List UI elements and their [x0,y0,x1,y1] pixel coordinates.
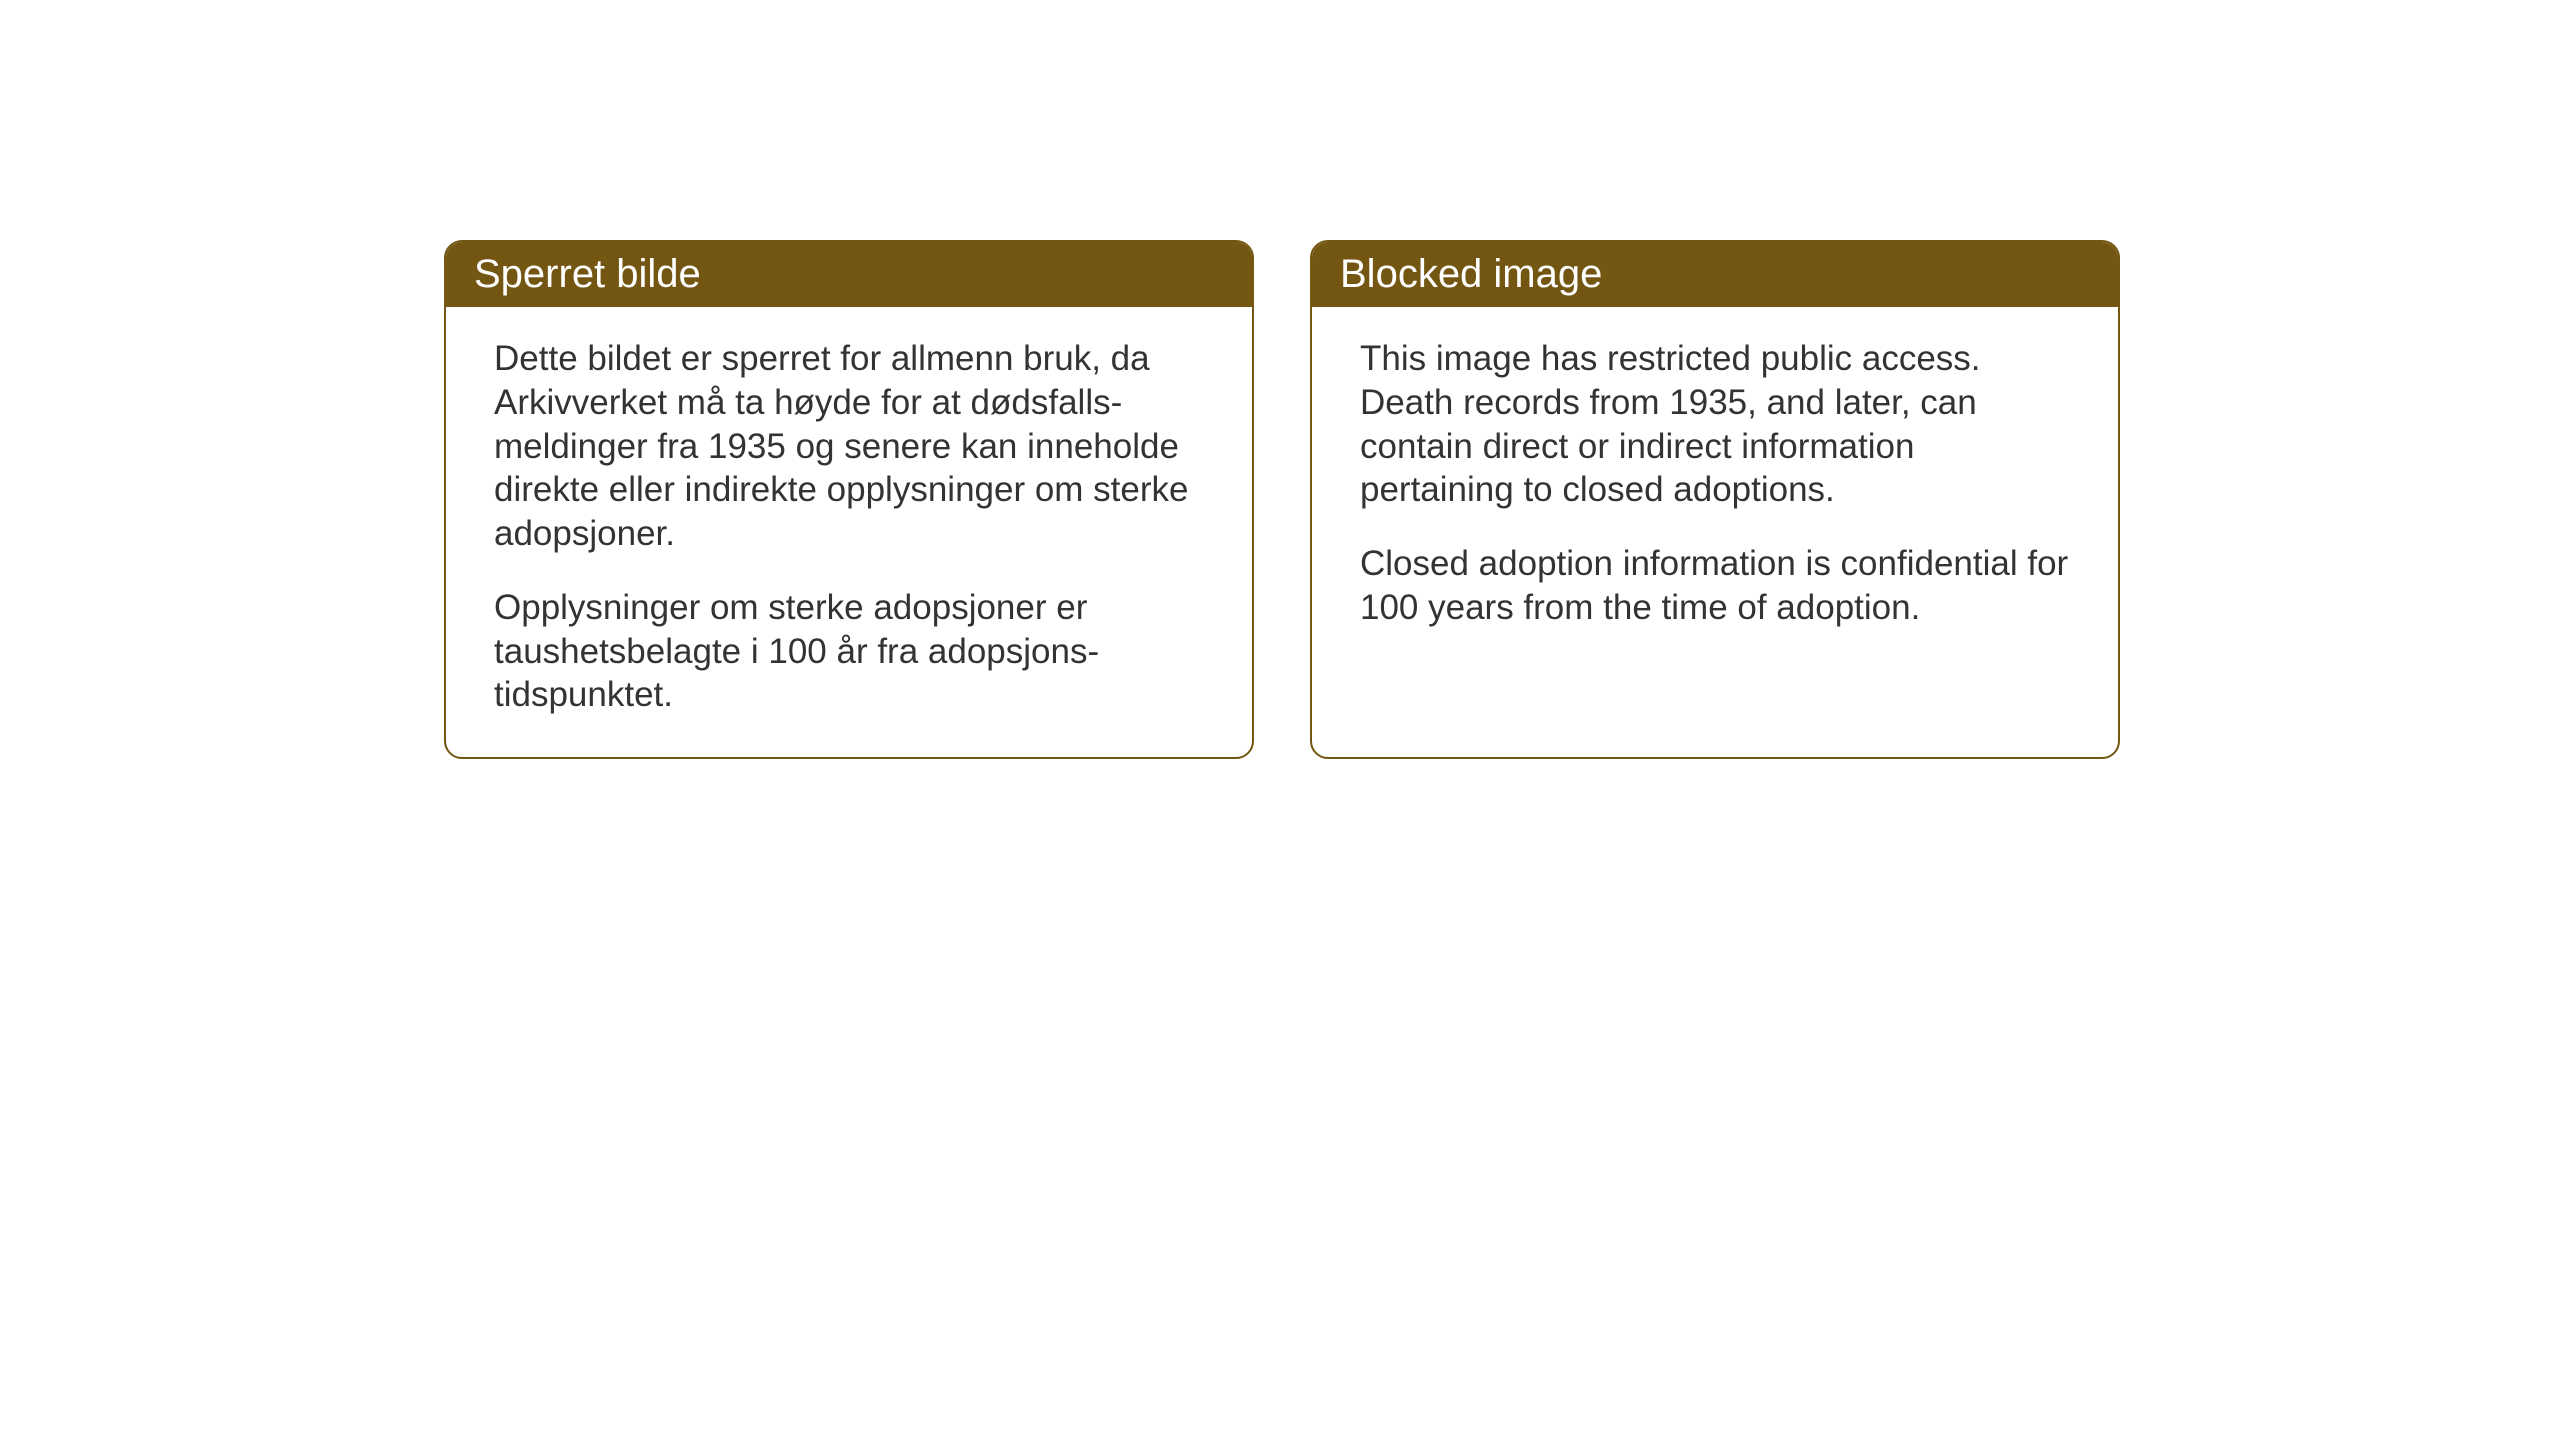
norwegian-paragraph-1: Dette bildet er sperret for allmenn bruk… [494,337,1204,556]
norwegian-card-title: Sperret bilde [446,242,1252,307]
english-card: Blocked image This image has restricted … [1310,240,2120,759]
english-card-body: This image has restricted public access.… [1312,307,2118,670]
norwegian-paragraph-2: Opplysninger om sterke adopsjoner er tau… [494,586,1204,717]
norwegian-card: Sperret bilde Dette bildet er sperret fo… [444,240,1254,759]
english-paragraph-1: This image has restricted public access.… [1360,337,2070,512]
norwegian-card-body: Dette bildet er sperret for allmenn bruk… [446,307,1252,757]
english-paragraph-2: Closed adoption information is confident… [1360,542,2070,630]
english-card-title: Blocked image [1312,242,2118,307]
notice-container: Sperret bilde Dette bildet er sperret fo… [444,240,2120,759]
